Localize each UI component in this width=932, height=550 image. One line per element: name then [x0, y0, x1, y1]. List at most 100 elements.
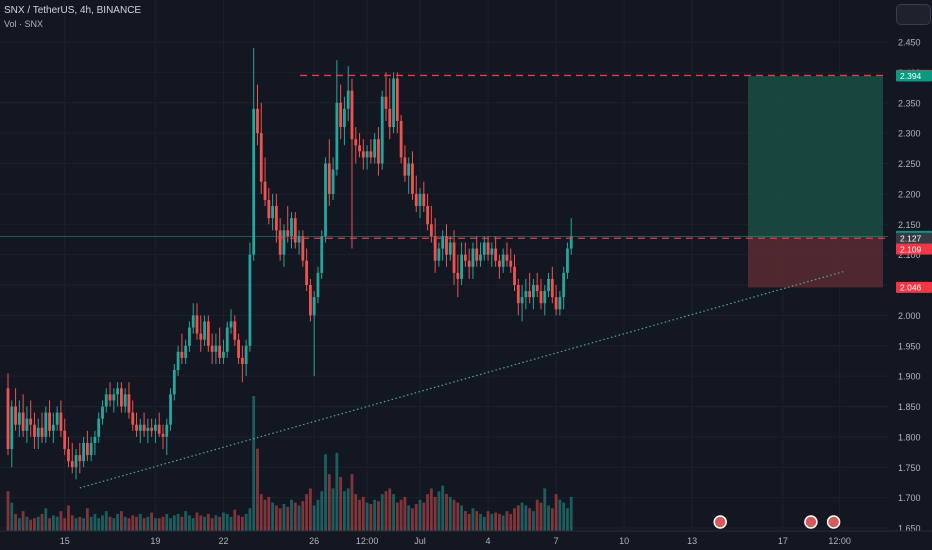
volume-bar: [203, 516, 206, 531]
volume-bar: [441, 485, 445, 531]
candle: [445, 224, 448, 267]
candle: [414, 175, 418, 213]
price-badge-label: 2.109: [900, 244, 922, 254]
candle: [48, 400, 51, 437]
volume-bar: [244, 513, 248, 531]
price-tick-label: 1.650: [898, 524, 921, 534]
volume-bar: [6, 491, 10, 531]
candle: [437, 242, 441, 267]
volume-bar: [452, 499, 456, 531]
volume-bar: [501, 515, 505, 531]
volume-bar: [59, 511, 63, 531]
price-tick-label: 1.800: [898, 432, 921, 442]
volume-bar: [445, 494, 448, 531]
candle: [354, 127, 358, 164]
ticker-logo-icon: [713, 515, 727, 529]
candle: [297, 230, 301, 255]
candle: [543, 285, 547, 316]
candle: [248, 242, 252, 352]
candle: [350, 78, 354, 249]
candle: [93, 430, 97, 456]
candle: [25, 406, 29, 443]
volume-bar: [14, 513, 17, 531]
volume-bar: [380, 494, 384, 531]
volume-bar: [120, 511, 123, 531]
volume-bar: [40, 513, 44, 531]
candle: [312, 291, 316, 377]
volume-bar: [479, 513, 482, 531]
volume-bar: [78, 516, 82, 531]
time-tick-label: 17: [778, 536, 788, 546]
time-tick-label: 12:00: [828, 536, 851, 546]
candle: [78, 442, 82, 474]
candle: [240, 345, 244, 383]
volume-bar: [252, 396, 256, 531]
candle: [161, 424, 165, 450]
volume-bar: [467, 513, 471, 531]
volume-bar: [195, 512, 199, 531]
long-position-zones[interactable]: [748, 76, 883, 288]
volume-bar: [339, 477, 343, 531]
candle: [104, 388, 108, 413]
price-tick-label: 1.700: [898, 493, 921, 503]
volume-bar: [354, 494, 358, 531]
candle: [361, 139, 365, 170]
time-axis[interactable]: 15 19 22 26 12:00 Jul 4 7 10 13 17 12:00: [0, 530, 932, 546]
candle: [165, 418, 169, 456]
candle: [369, 139, 373, 164]
annotation-lines[interactable]: [0, 74, 888, 489]
volume-bar: [547, 505, 550, 531]
candle: [282, 224, 286, 267]
price-badge: 2.394: [896, 70, 932, 82]
candle: [101, 400, 104, 425]
candle: [203, 315, 206, 346]
volume-bar: [248, 508, 252, 531]
volume-bar: [222, 512, 225, 531]
volume-bar: [335, 452, 339, 531]
volume-bar: [55, 516, 59, 531]
volume-bar: [293, 502, 297, 531]
volume-bar: [554, 494, 558, 531]
candle: [365, 145, 369, 170]
volume-bar: [532, 511, 535, 531]
candle: [528, 272, 532, 304]
volume-bar: [169, 518, 172, 531]
candle: [516, 278, 520, 316]
volume-bar: [343, 491, 346, 531]
volume-bar: [191, 518, 195, 531]
volume-bar: [127, 518, 131, 531]
volume-bar: [278, 508, 282, 531]
candle: [36, 418, 40, 450]
candle: [278, 218, 282, 261]
volume-bar: [365, 502, 369, 531]
price-tick-label: 2.250: [898, 159, 921, 169]
volume-bar: [297, 505, 301, 531]
candle: [184, 339, 188, 364]
volume-bar: [509, 513, 513, 531]
candle: [59, 400, 63, 437]
candle: [505, 242, 509, 267]
candle: [237, 333, 240, 364]
candle: [554, 285, 558, 316]
volume-bar: [520, 502, 524, 531]
volume-bar: [101, 515, 104, 531]
candle: [188, 321, 191, 352]
symbol-title: SNX / TetherUS, 4h, BINANCE: [4, 5, 142, 16]
toolbar-toggle-button[interactable]: [896, 4, 931, 25]
candle: [169, 388, 172, 431]
price-badge-label: 2.394: [900, 71, 922, 81]
target-zone: [748, 76, 883, 239]
volume-bar: [392, 494, 395, 531]
price-tick-label: 1.900: [898, 372, 921, 382]
volume-bar: [131, 515, 135, 531]
candle: [97, 412, 101, 443]
candle: [320, 230, 324, 279]
volume-bar: [21, 511, 25, 531]
price-tick-label: 2.000: [898, 311, 921, 321]
candle: [180, 333, 184, 364]
candle: [550, 266, 554, 304]
volume-bar: [490, 513, 494, 531]
volume-bar: [350, 474, 354, 531]
price-axis[interactable]: 2.4502.4002.3502.3002.2502.2002.1502.100…: [890, 0, 932, 550]
